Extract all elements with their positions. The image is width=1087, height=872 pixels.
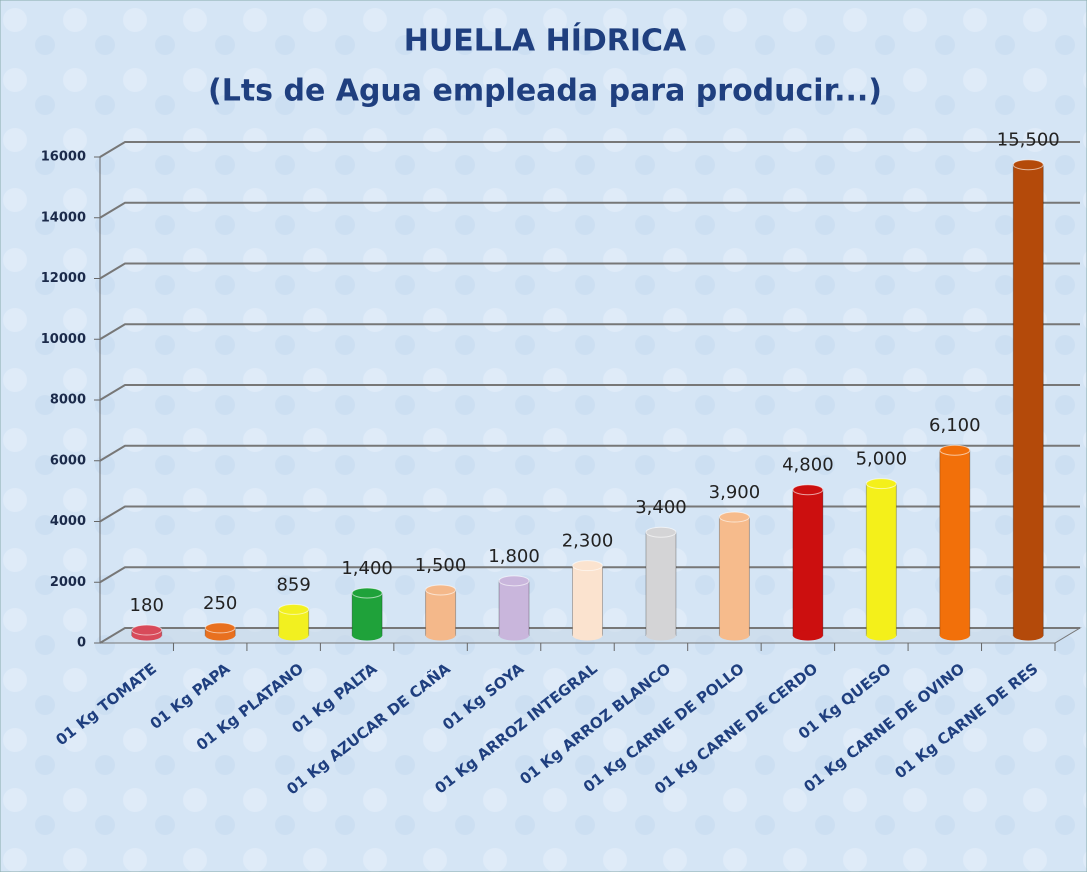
bar <box>719 517 749 635</box>
y-tick-label: 14000 <box>41 210 86 225</box>
value-label: 2,300 <box>562 531 614 552</box>
bar-base <box>499 631 529 641</box>
chart-title: HUELLA HÍDRICA <box>404 23 687 59</box>
y-tick-label: 10000 <box>41 332 86 347</box>
y-tick-label: 16000 <box>41 150 86 165</box>
chart: HUELLA HÍDRICA (Lts de Agua empleada par… <box>0 0 1087 872</box>
value-label: 4,800 <box>782 455 834 476</box>
bar <box>573 566 603 636</box>
bar-top <box>646 527 676 537</box>
bar <box>793 490 823 636</box>
bar-base <box>719 631 749 641</box>
bar-base <box>426 631 456 641</box>
bar-base <box>279 631 309 641</box>
value-label: 859 <box>276 574 310 595</box>
y-tick-label: 0 <box>77 636 86 651</box>
bar-base <box>1013 631 1043 641</box>
bar-top <box>1013 160 1043 170</box>
bar-base <box>793 631 823 641</box>
value-label: 180 <box>130 595 164 616</box>
bar-top <box>573 561 603 571</box>
bar-top <box>499 576 529 586</box>
bar-top <box>719 512 749 522</box>
bar <box>426 590 456 636</box>
bar-base <box>940 631 970 641</box>
value-label: 250 <box>203 593 237 614</box>
bar <box>646 532 676 635</box>
bar <box>499 581 529 636</box>
value-label: 3,400 <box>635 497 687 518</box>
bar-base <box>352 631 382 641</box>
y-tick-label: 4000 <box>50 514 86 529</box>
y-tick-label: 2000 <box>50 575 86 590</box>
value-label: 3,900 <box>709 482 761 503</box>
bar-top <box>866 479 896 489</box>
value-label: 1,500 <box>415 555 467 576</box>
value-label: 5,000 <box>856 449 908 470</box>
bar <box>940 450 970 635</box>
bar-top <box>205 623 235 633</box>
bar <box>352 593 382 636</box>
bar-top <box>279 604 309 614</box>
bar-top <box>793 485 823 495</box>
value-label: 15,500 <box>997 130 1060 151</box>
bar-base <box>866 631 896 641</box>
background <box>0 0 1087 872</box>
value-label: 1,400 <box>341 558 393 579</box>
bar-top <box>132 625 162 635</box>
value-label: 6,100 <box>929 415 981 436</box>
bar-base <box>573 631 603 641</box>
y-tick-label: 12000 <box>41 271 86 286</box>
y-tick-label: 6000 <box>50 453 86 468</box>
bar-base <box>646 631 676 641</box>
value-label: 1,800 <box>488 546 540 567</box>
bar-top <box>426 585 456 595</box>
bar-top <box>940 445 970 455</box>
bar <box>866 484 896 636</box>
chart-subtitle: (Lts de Agua empleada para producir...) <box>208 74 882 109</box>
y-tick-label: 8000 <box>50 393 86 408</box>
bar-top <box>352 588 382 598</box>
bar <box>1013 165 1043 636</box>
